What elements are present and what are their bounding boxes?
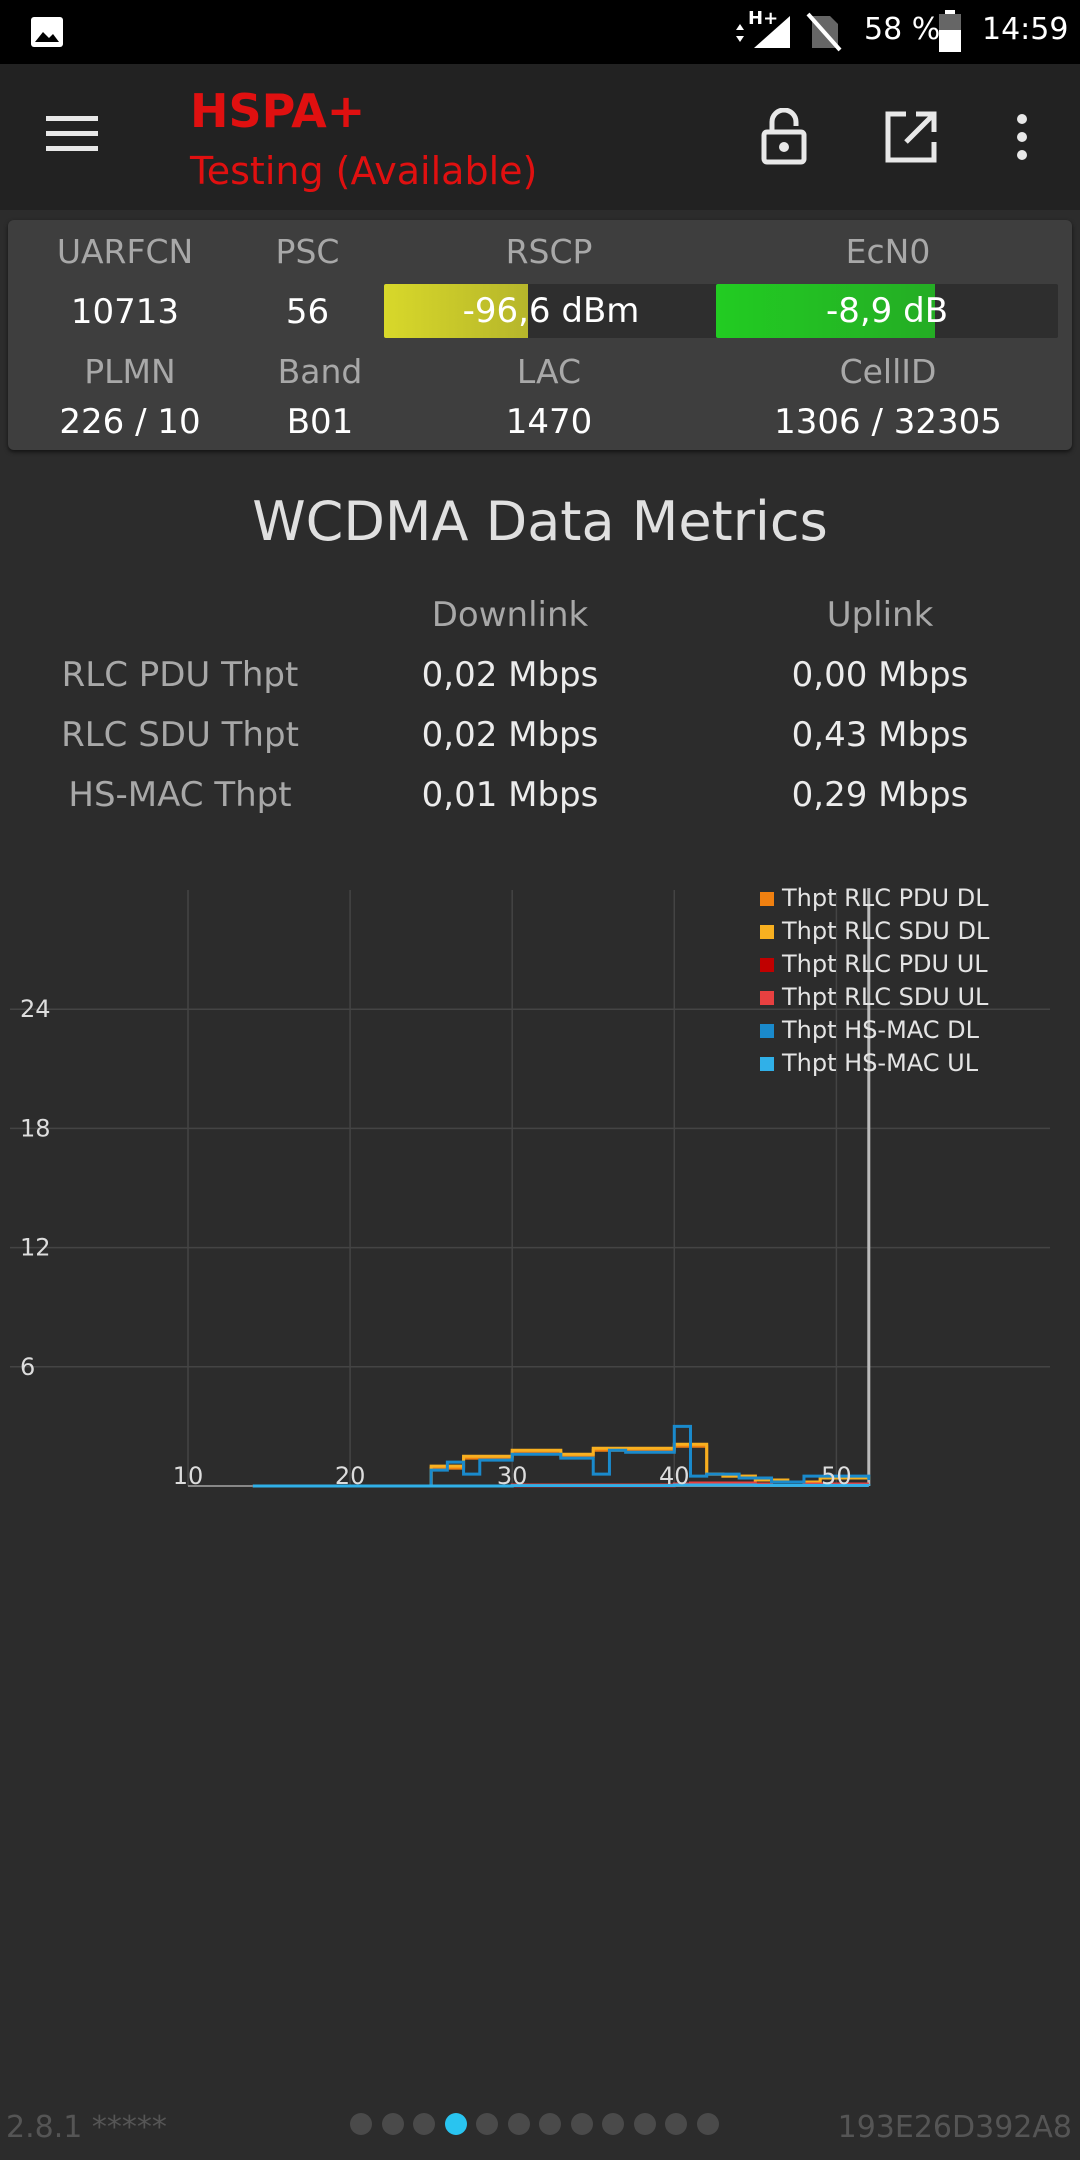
ecn0-meter-fill — [716, 284, 935, 338]
legend-swatch — [760, 1057, 774, 1071]
metric-row-label: HS-MAC Thpt — [68, 775, 292, 815]
clock: 14:59 — [982, 12, 1069, 47]
app-version: 2.8.1 ***** — [6, 2110, 167, 2145]
open-external-icon[interactable] — [884, 110, 938, 164]
metrics-title: WCDMA Data Metrics — [252, 490, 828, 553]
rscp-meter: -96,6 dBm — [384, 284, 718, 338]
signal-icon — [754, 16, 790, 48]
legend-swatch — [760, 1024, 774, 1038]
plmn-value: 226 / 10 — [59, 402, 201, 442]
chart-legend: Thpt RLC PDU DL Thpt RLC SDU DL Thpt RLC P… — [760, 884, 990, 1077]
downlink-header: Downlink — [431, 595, 589, 635]
device-id: 193E26D392A8 — [837, 2110, 1072, 2145]
metric-downlink-value: 0,02 Mbps — [421, 715, 599, 755]
x-tick-label: 40 — [659, 1462, 690, 1490]
page-dot[interactable] — [476, 2113, 498, 2135]
page-dot[interactable] — [633, 2113, 656, 2135]
metric-downlink-value: 0,01 Mbps — [421, 775, 599, 815]
page-dot[interactable] — [413, 2113, 435, 2135]
more-vert-icon[interactable] — [1012, 112, 1032, 162]
x-tick-label: 50 — [821, 1462, 852, 1490]
series-line — [252, 1424, 871, 1488]
psc-header: PSC — [275, 232, 340, 271]
y-tick-label: 18 — [20, 1114, 51, 1142]
metric-downlink-value: 0,02 Mbps — [421, 655, 599, 695]
network-type: H+ — [748, 8, 779, 29]
page-dot[interactable] — [696, 2113, 719, 2135]
chart-series — [252, 1424, 871, 1488]
band-value: B01 — [286, 402, 354, 442]
ecn0-meter: -8,9 dB — [716, 284, 1058, 338]
rscp-header: RSCP — [505, 232, 593, 271]
lac-value: 1470 — [505, 402, 593, 442]
ecn0-value: -8,9 dB — [825, 291, 949, 331]
status-bar: H+ 58 % 14:59 — [0, 0, 1080, 64]
page-dot[interactable] — [665, 2113, 687, 2135]
series-line — [252, 1483, 871, 1488]
legend-label: Thpt RLC SDU UL — [781, 983, 989, 1011]
battery-percent: 58 % — [864, 12, 941, 47]
legend-label: Thpt RLC PDU DL — [781, 884, 989, 912]
metric-uplink-value: 0,29 Mbps — [791, 775, 969, 815]
legend-label: Thpt RLC SDU DL — [781, 917, 990, 945]
page-dot[interactable] — [539, 2113, 561, 2135]
page-dot[interactable] — [444, 2113, 467, 2135]
page-dot[interactable] — [350, 2113, 372, 2135]
legend-label: Thpt HS-MAC UL — [781, 1049, 979, 1077]
rscp-value: -96,6 dBm — [462, 291, 640, 331]
plmn-header: PLMN — [84, 352, 176, 391]
legend-swatch — [760, 991, 774, 1005]
page-dot[interactable] — [381, 2113, 404, 2135]
battery-icon — [939, 10, 961, 52]
x-tick-label: 10 — [173, 1462, 204, 1490]
chart-ticks: 6 12 18 24 10 20 30 40 50 — [20, 995, 852, 1490]
cell-info-panel: UARFCN PSC RSCP EcN0 10713 56 -96,6 dBm … — [8, 220, 1072, 450]
uarfcn-header: UARFCN — [56, 232, 194, 271]
metric-uplink-value: 0,43 Mbps — [791, 715, 969, 755]
metric-uplink-value: 0,00 Mbps — [791, 655, 969, 695]
y-tick-label: 6 — [20, 1353, 35, 1381]
no-sim-icon — [806, 12, 842, 52]
page-dot[interactable] — [570, 2113, 593, 2135]
uplink-header: Uplink — [826, 595, 934, 635]
connection-status: Testing (Available) — [190, 149, 538, 193]
legend-swatch — [760, 892, 774, 906]
cellid-value: 1306 / 32305 — [774, 402, 1002, 442]
x-tick-label: 30 — [497, 1462, 528, 1490]
y-tick-label: 24 — [20, 995, 51, 1023]
legend-swatch — [760, 958, 774, 972]
lock-icon[interactable] — [760, 108, 808, 166]
x-tick-label: 20 — [335, 1462, 366, 1490]
band-header: Band — [277, 352, 363, 391]
psc-value: 56 — [285, 292, 330, 332]
metric-row-label: RLC SDU Thpt — [61, 715, 299, 755]
rscp-meter-fill — [384, 284, 528, 338]
ecn0-header: EcN0 — [845, 232, 931, 271]
page-dot[interactable] — [602, 2113, 624, 2135]
data-arrows-icon — [736, 24, 744, 42]
legend-label: Thpt HS-MAC DL — [781, 1016, 980, 1044]
app-toolbar: HSPA+ Testing (Available) — [0, 64, 1080, 210]
y-tick-label: 12 — [20, 1234, 51, 1262]
legend-swatch — [760, 925, 774, 939]
metric-row-label: RLC PDU Thpt — [61, 655, 299, 695]
menu-icon[interactable] — [46, 114, 98, 154]
legend-label: Thpt RLC PDU UL — [781, 950, 988, 978]
page-dot[interactable] — [507, 2113, 530, 2135]
lac-header: LAC — [516, 352, 582, 391]
technology-label: HSPA+ — [190, 84, 366, 138]
uarfcn-value: 10713 — [70, 292, 180, 332]
cellid-header: CellID — [839, 352, 937, 391]
image-notification-icon — [31, 17, 63, 47]
